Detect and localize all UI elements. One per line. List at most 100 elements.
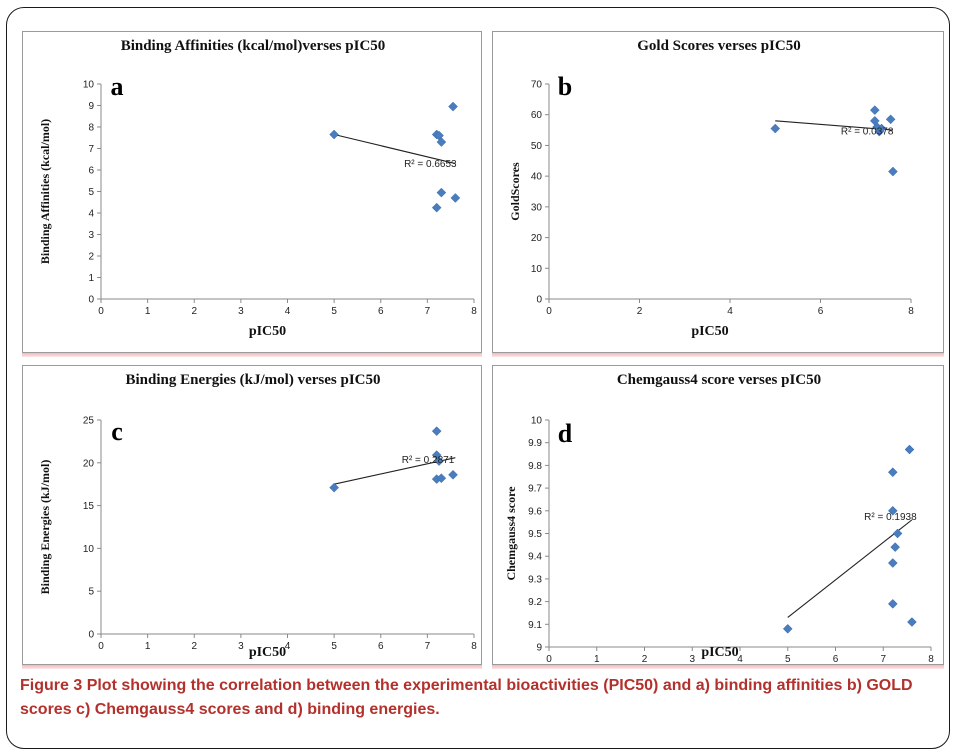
chart-c-svg: Binding Energies (kJ/mol) verses pIC50 c 0… bbox=[38, 372, 477, 660]
chart-c-xtick-label: 3 bbox=[238, 641, 244, 652]
chart-d-point bbox=[890, 542, 901, 552]
chart-a-point bbox=[431, 202, 442, 213]
chart-d-ytick-label: 9.6 bbox=[528, 506, 542, 517]
chart-d-xtick-label: 5 bbox=[785, 654, 791, 665]
chart-b-xtick-label: 6 bbox=[818, 306, 824, 317]
chart-b-point bbox=[876, 123, 887, 134]
chart-a-ytick-label: 1 bbox=[88, 273, 94, 284]
chart-d-y-axis-label: Chemgauss4 score bbox=[504, 486, 518, 581]
chart-d-xtick-label: 1 bbox=[594, 654, 600, 665]
chart-d-xtick-label: 2 bbox=[642, 654, 648, 665]
chart-d-trendline bbox=[787, 519, 913, 618]
chart-d-xtick-label: 4 bbox=[737, 654, 743, 665]
chart-d-point bbox=[907, 617, 917, 627]
chart-a-xtick-label: 0 bbox=[98, 306, 104, 317]
chart-a-xtick-label: 5 bbox=[331, 306, 337, 317]
chart-panel-d: Chemgauss4 score verses pIC50 d 9 9.1 9.2 9.3… bbox=[492, 365, 944, 669]
chart-c-point bbox=[448, 469, 458, 480]
chart-b-ytick-label: 0 bbox=[536, 295, 542, 306]
chart-b-ytick-label: 40 bbox=[531, 172, 543, 183]
chart-c-point bbox=[329, 482, 339, 493]
chart-a-ytick-label: 7 bbox=[88, 144, 94, 155]
chart-b-point bbox=[869, 105, 880, 115]
chart-d-ytick-label: 9.4 bbox=[528, 552, 542, 563]
chart-a-ytick-label: 4 bbox=[88, 209, 94, 220]
chart-b-point bbox=[885, 114, 896, 125]
chart-c-panel-letter: c bbox=[111, 417, 123, 446]
chart-d-point bbox=[887, 558, 898, 568]
chart-c-xtick-label: 4 bbox=[285, 641, 291, 652]
chart-a-svg: Binding Affinities (kcal/mol)verses pIC5… bbox=[38, 38, 477, 339]
chart-panel-c: Binding Energies (kJ/mol) verses pIC50 c 0… bbox=[22, 365, 482, 669]
chart-d-point bbox=[782, 623, 793, 634]
chart-b-panel-letter: b bbox=[558, 72, 572, 101]
chart-c-point bbox=[434, 456, 444, 466]
chart-c-trendline bbox=[334, 457, 456, 485]
chart-b-trendline bbox=[775, 120, 893, 131]
chart-d-ytick-label: 9.8 bbox=[528, 461, 542, 472]
chart-c-ytick-label: 0 bbox=[88, 630, 94, 641]
chart-c-point bbox=[431, 426, 442, 436]
chart-a-x-axis-label: pIC50 bbox=[249, 324, 286, 339]
chart-b-point bbox=[888, 166, 898, 177]
chart-a-r2-label: R² = 0.6653 bbox=[404, 159, 457, 170]
chart-d-ytick-label: 9 bbox=[536, 643, 542, 654]
chart-d-x-axis-label: pIC50 bbox=[701, 645, 738, 660]
figure-caption-text: Plot showing the correlation between the… bbox=[20, 677, 913, 718]
figure-caption-label: Figure 3 bbox=[20, 677, 83, 694]
chart-c-xtick-label: 0 bbox=[98, 641, 104, 652]
chart-d-xtick-label: 8 bbox=[928, 654, 934, 665]
chart-a-y-axis-label: Binding Affinities (kcal/mol) bbox=[38, 119, 52, 264]
chart-b-xtick-label: 0 bbox=[546, 306, 552, 317]
chart-d-point bbox=[887, 467, 898, 478]
chart-d-panel-letter: d bbox=[558, 419, 573, 448]
chart-b-ytick-label: 20 bbox=[531, 233, 543, 244]
chart-b-svg: Gold Scores verses pIC50b010203040506070… bbox=[508, 38, 914, 339]
chart-d-xtick-label: 7 bbox=[880, 654, 886, 665]
chart-c-ytick-label: 25 bbox=[83, 416, 95, 427]
chart-d-xtick-label: 0 bbox=[546, 654, 552, 665]
chart-c-xtick-label: 2 bbox=[191, 641, 197, 652]
chart-d-point bbox=[887, 599, 898, 609]
chart-c-xtick-label: 5 bbox=[331, 641, 337, 652]
chart-a-point bbox=[436, 187, 447, 198]
chart-d-point bbox=[887, 505, 898, 516]
chart-c-y-axis-label: Binding Energies (kJ/mol) bbox=[38, 460, 52, 595]
chart-a-ytick-label: 2 bbox=[88, 252, 94, 263]
chart-b-xtick-label: 8 bbox=[908, 306, 914, 317]
chart-c-xtick-label: 6 bbox=[378, 641, 384, 652]
chart-b-xtick-label: 2 bbox=[637, 306, 643, 317]
chart-c-xtick-label: 1 bbox=[145, 641, 151, 652]
chart-a-ytick-label: 5 bbox=[88, 187, 94, 198]
chart-b-title: Gold Scores verses pIC50 bbox=[637, 38, 800, 54]
chart-d-ytick-label: 9.3 bbox=[528, 574, 542, 585]
chart-c-point bbox=[436, 473, 447, 484]
chart-c-xtick-label: 7 bbox=[425, 641, 431, 652]
chart-c-ytick-label: 10 bbox=[83, 544, 95, 555]
chart-a-xtick-label: 2 bbox=[191, 306, 197, 317]
chart-panel-a: Binding Affinities (kcal/mol)verses pIC5… bbox=[22, 31, 482, 357]
chart-a-xtick-label: 6 bbox=[378, 306, 384, 317]
chart-a-ytick-label: 6 bbox=[88, 166, 94, 177]
chart-a-ytick-label: 9 bbox=[88, 101, 94, 112]
figure-caption: Figure 3 Plot showing the correlation be… bbox=[20, 674, 940, 722]
chart-b-ytick-label: 30 bbox=[531, 202, 543, 213]
chart-a-xtick-label: 8 bbox=[471, 306, 477, 317]
chart-c-r2-label: R² = 0.2871 bbox=[402, 455, 455, 466]
chart-a-point bbox=[448, 101, 458, 112]
chart-a-panel-letter: a bbox=[111, 72, 124, 101]
chart-a-xtick-label: 7 bbox=[425, 306, 431, 317]
chart-d-xtick-label: 3 bbox=[689, 654, 695, 665]
chart-a-trendline bbox=[333, 133, 456, 165]
chart-a-ytick-label: 3 bbox=[88, 230, 94, 241]
chart-d-ytick-label: 10 bbox=[531, 416, 543, 427]
chart-d-svg: Chemgauss4 score verses pIC50 d 9 9.1 9.2 9.3… bbox=[504, 372, 934, 665]
chart-b-xtick-label: 4 bbox=[727, 306, 733, 317]
chart-a-point bbox=[329, 129, 339, 140]
chart-a-point bbox=[436, 137, 447, 147]
chart-b-x-axis-label: pIC50 bbox=[691, 324, 728, 339]
chart-d-ytick-label: 9.5 bbox=[528, 529, 542, 540]
chart-b-ytick-label: 50 bbox=[531, 141, 543, 152]
chart-c-ytick-label: 20 bbox=[83, 458, 95, 469]
chart-c-xtick-label: 8 bbox=[471, 641, 477, 652]
